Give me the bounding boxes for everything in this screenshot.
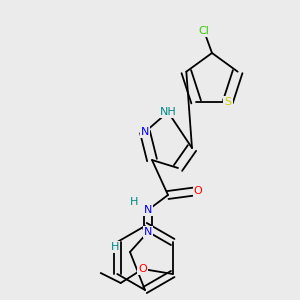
Text: H: H [130, 197, 138, 207]
Text: NH: NH [160, 107, 176, 117]
Text: O: O [138, 264, 147, 274]
Text: O: O [194, 186, 202, 196]
Text: H: H [111, 242, 119, 252]
Text: S: S [224, 97, 231, 107]
Text: N: N [141, 127, 149, 137]
Text: N: N [144, 205, 152, 215]
Text: N: N [144, 227, 152, 237]
Text: Cl: Cl [199, 26, 209, 36]
